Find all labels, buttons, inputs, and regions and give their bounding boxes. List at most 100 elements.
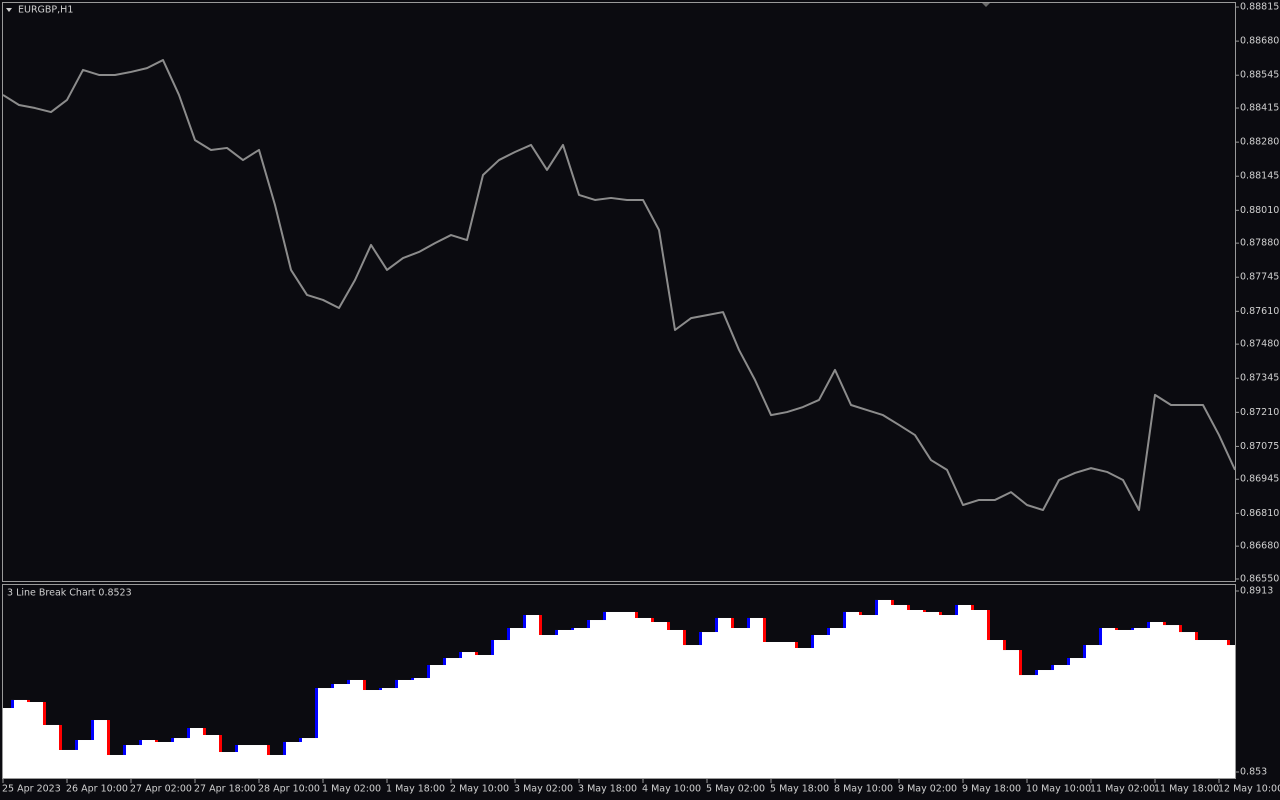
line-break-column [987, 640, 1003, 778]
line-break-column [1227, 645, 1235, 778]
shift-marker[interactable] [982, 3, 990, 7]
x-tick-label: 27 Apr 02:00 [130, 784, 192, 795]
y-tick-label: 0.87345 [1240, 373, 1279, 384]
line-break-column [939, 615, 955, 778]
up-box [811, 634, 814, 648]
line-break-column [427, 665, 443, 778]
menu-arrow[interactable] [6, 8, 12, 12]
up-box [1067, 658, 1070, 666]
line-break-column [59, 749, 75, 778]
line-break-column [1147, 622, 1163, 778]
down-box [1019, 650, 1022, 676]
down-box [1195, 632, 1198, 641]
line-break-column [683, 645, 699, 778]
up-box [827, 628, 830, 635]
up-box [1147, 622, 1150, 629]
up-box [123, 745, 126, 755]
indicator-panel-frame [2, 584, 1236, 779]
up-box [1131, 628, 1134, 630]
x-tick-label: 26 Apr 10:00 [66, 784, 128, 795]
down-box [939, 611, 942, 616]
x-tick-label: 8 May 10:00 [834, 784, 893, 795]
down-box [43, 702, 46, 725]
down-box [907, 604, 910, 610]
down-box [923, 609, 926, 612]
down-box [1179, 625, 1182, 633]
line-break-column [763, 641, 779, 778]
up-box [955, 604, 958, 616]
line-break-column [459, 652, 475, 778]
line-break-column [1211, 640, 1227, 778]
up-box [427, 665, 430, 679]
up-box [587, 620, 590, 629]
down-box [1003, 640, 1006, 651]
down-box [1227, 640, 1230, 646]
up-box [459, 652, 462, 659]
line-break-column [635, 617, 651, 778]
down-box [795, 641, 798, 648]
line-break-column [43, 724, 59, 778]
down-box [59, 724, 62, 750]
up-box [699, 632, 702, 646]
line-break-column [523, 615, 539, 778]
x-tick-label: 2 May 10:00 [450, 784, 509, 795]
up-box [1051, 665, 1054, 671]
line-break-column [731, 628, 747, 778]
down-box [683, 629, 686, 646]
x-tick-label: 27 Apr 18:00 [194, 784, 256, 795]
line-break-column [171, 738, 187, 778]
line-break-column [331, 684, 347, 778]
line-break-column [651, 622, 667, 778]
line-break-column [747, 617, 763, 778]
line-break-column [955, 604, 971, 778]
line-break-column [539, 634, 555, 778]
line-break-column [139, 740, 155, 778]
up-box [875, 599, 878, 616]
line-break-column [1195, 640, 1211, 778]
up-box [171, 738, 174, 742]
line-break-column [107, 754, 123, 778]
indicator-title: 3 Line Break Chart 0.8523 [7, 588, 132, 599]
chart-title: EURGBP,H1 [18, 5, 73, 16]
up-box [283, 741, 286, 755]
down-box [731, 617, 734, 629]
x-tick-label: 3 May 02:00 [514, 784, 573, 795]
line-break-column [795, 647, 811, 778]
up-box [411, 678, 414, 680]
down-box [27, 699, 30, 703]
up-box [603, 611, 606, 621]
down-box [267, 745, 270, 755]
line-break-column [1163, 625, 1179, 778]
line-break-column [891, 604, 907, 778]
down-box [987, 609, 990, 641]
down-box [971, 604, 974, 610]
y-tick-label: 0.87610 [1240, 306, 1279, 317]
line-break-column [603, 611, 619, 778]
up-box [75, 740, 78, 750]
up-box [507, 628, 510, 641]
x-tick-label: 12 May 10:00 [1218, 784, 1280, 795]
down-box [1163, 622, 1166, 626]
line-break-column [1051, 665, 1067, 778]
x-tick-label: 11 May 02:00 [1090, 784, 1155, 795]
line-break-column [667, 629, 683, 778]
line-break-column [123, 745, 139, 778]
line-break-column [1115, 629, 1131, 778]
line-break-column [619, 611, 635, 778]
line-break-column [859, 615, 875, 778]
x-tick-label: 5 May 18:00 [770, 784, 829, 795]
up-box [139, 740, 142, 746]
y-tick-label: 0.88280 [1240, 137, 1279, 148]
x-tick-label: 9 May 02:00 [898, 784, 957, 795]
up-box [747, 617, 750, 629]
line-break-column [395, 679, 411, 778]
x-tick-label: 5 May 02:00 [706, 784, 765, 795]
up-box [395, 679, 398, 689]
line-break-column [715, 617, 731, 778]
line-break-column [555, 629, 571, 778]
line-break-column [843, 611, 859, 778]
line-break-column [235, 745, 251, 778]
line-break-column [907, 609, 923, 778]
line-break-column [1035, 670, 1051, 778]
x-tick-label: 9 May 18:00 [962, 784, 1021, 795]
